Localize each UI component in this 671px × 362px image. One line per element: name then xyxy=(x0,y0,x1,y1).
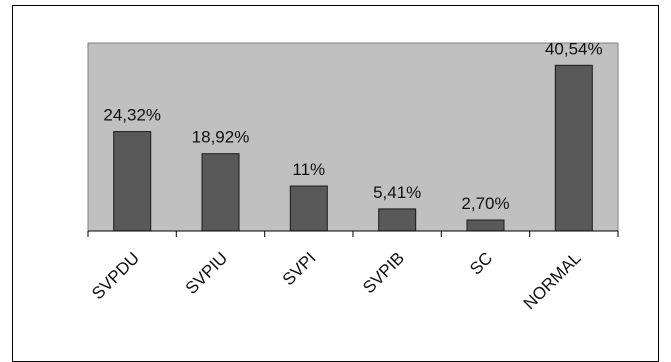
bar-svpi xyxy=(289,185,328,232)
bar-sc xyxy=(466,219,505,232)
chart-frame: 24,32% 18,92% 11% 5,41% 2,70% 40,54% SVPDU SVP… xyxy=(12,5,659,362)
value-labels-group: 24,32% 18,92% 11% 5,41% 2,70% 40,54% xyxy=(103,39,602,213)
bar-normal xyxy=(554,64,593,232)
value-label-svpi: 11% xyxy=(292,160,325,179)
bar-svpib xyxy=(378,208,417,232)
value-label-svpdu: 24,32% xyxy=(103,106,161,125)
category-label-svpiu: SVPIU xyxy=(182,248,232,298)
value-label-normal: 40,54% xyxy=(545,39,603,58)
value-label-sc: 2,70% xyxy=(461,194,509,213)
category-labels-group: SVPDU SVPIU SVPI SVPIB SC NORMAL xyxy=(88,248,584,313)
category-label-svpi: SVPI xyxy=(279,248,320,289)
value-label-svpiu: 18,92% xyxy=(192,128,250,147)
category-label-svpdu: SVPDU xyxy=(88,248,143,303)
bar-chart: 24,32%18,92%11%5,41%2,70%40,54% SVPDU SVP… xyxy=(87,39,619,313)
bar-svpdu xyxy=(113,131,152,232)
bar-svpiu xyxy=(201,153,240,232)
category-label-normal: NORMAL xyxy=(520,248,585,313)
x-ticks-group xyxy=(87,231,619,237)
bars-group xyxy=(113,64,593,232)
value-label-svpib: 5,41% xyxy=(373,183,421,202)
category-label-svpib: SVPIB xyxy=(359,248,408,297)
plot-area xyxy=(87,42,619,232)
category-label-sc: SC xyxy=(466,248,496,278)
